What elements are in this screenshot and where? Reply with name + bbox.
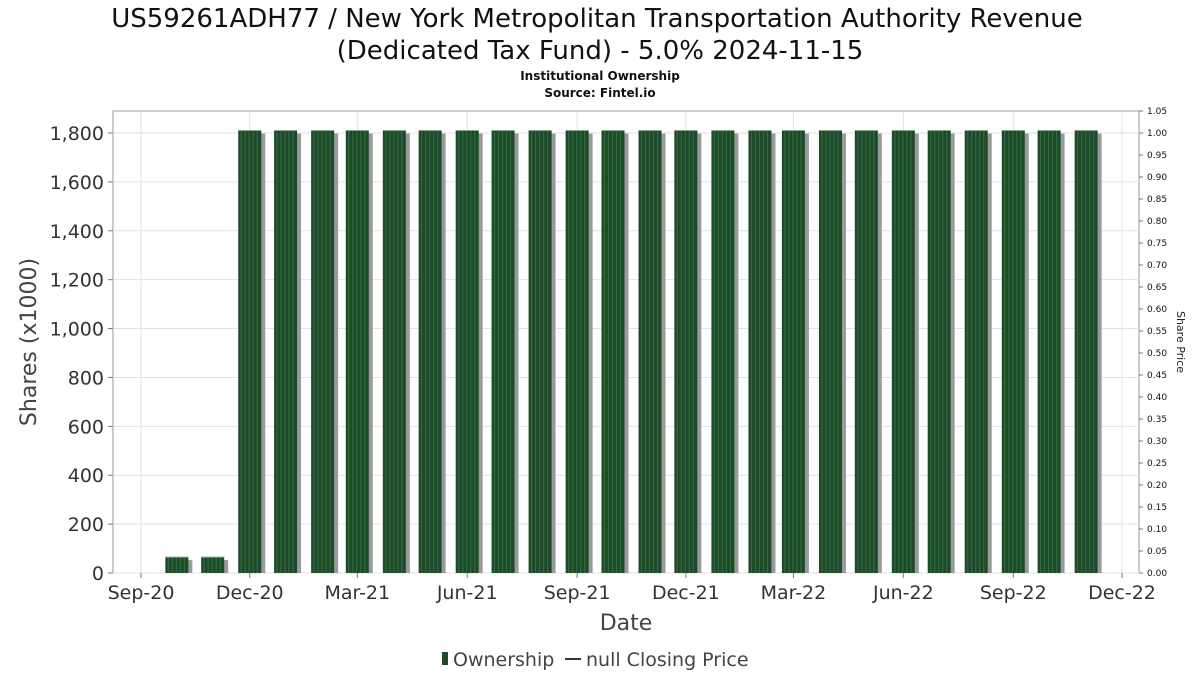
y-tick-label: 0	[92, 563, 104, 585]
y2-tick-label: 0.95	[1147, 151, 1167, 161]
legend-ownership-label: Ownership	[453, 649, 554, 671]
y2-tick-label: 0.25	[1147, 459, 1167, 469]
y2-axis-label: Share Price	[1174, 311, 1187, 373]
y2-tick-label: 0.85	[1147, 195, 1167, 205]
chart-title-line2: (Dedicated Tax Fund) - 5.0% 2024-11-15	[337, 36, 864, 66]
bars	[165, 130, 1102, 574]
y2-tick-label: 0.20	[1147, 481, 1167, 491]
x-axis: Sep-20 Dec-20 Mar-21 Jun-21 Sep-21 Dec-21 Mar-…	[108, 573, 1156, 604]
y2-tick-label: 0.65	[1147, 283, 1167, 293]
x-tick-label: Dec-21	[652, 582, 720, 604]
y2-tick-label: 1.05	[1147, 107, 1167, 117]
y2-tick-label: 0.40	[1147, 393, 1167, 403]
x-tick-label: Jun-21	[436, 582, 498, 604]
chart-subtitle: Institutional Ownership	[520, 69, 680, 83]
y2-tick-label: 0.00	[1147, 569, 1167, 579]
y2-tick-label: 0.60	[1147, 305, 1167, 315]
chart-source: Source: Fintel.io	[544, 86, 655, 100]
x-tick-label: Dec-20	[216, 582, 284, 604]
y-tick-label: 1,200	[50, 270, 104, 292]
y2-tick-label: 0.45	[1147, 371, 1167, 381]
y2-tick-label: 1.00	[1147, 129, 1167, 139]
x-tick-label: Jun-22	[872, 582, 934, 604]
y-tick-label: 400	[68, 465, 104, 487]
y2-tick-label: 0.05	[1147, 547, 1167, 557]
chart-title-line1: US59261ADH77 / New York Metropolitan Tra…	[111, 4, 1083, 34]
x-tick-label: Sep-22	[980, 582, 1047, 604]
y-tick-label: 1,800	[50, 123, 104, 145]
y2-tick-label: 0.30	[1147, 437, 1167, 447]
x-tick-label: Dec-22	[1088, 582, 1156, 604]
y-tick-label: 1,000	[50, 319, 104, 341]
y-tick-label: 1,400	[50, 221, 104, 243]
y2-tick-label: 0.55	[1147, 327, 1167, 337]
legend-ownership-swatch	[442, 652, 448, 665]
y-tick-label: 200	[68, 514, 104, 536]
y-tick-label: 800	[68, 367, 104, 389]
y-axis-label: Shares (x1000)	[17, 258, 42, 426]
y2-tick-label: 0.15	[1147, 503, 1167, 513]
y2-tick-label: 0.50	[1147, 349, 1167, 359]
y2-axis: 0.00 0.05 0.10 0.15 0.20 0.25 0.30 0.35 0.40 0.45…	[1139, 107, 1167, 579]
y2-tick-label: 0.35	[1147, 415, 1167, 425]
y2-tick-label: 0.75	[1147, 239, 1167, 249]
x-tick-label: Sep-20	[108, 582, 175, 604]
y2-tick-label: 0.80	[1147, 217, 1167, 227]
legend: Ownership null Closing Price	[442, 649, 749, 671]
y2-tick-label: 0.70	[1147, 261, 1167, 271]
y-tick-label: 600	[68, 416, 104, 438]
y-axis: 0 200 400 600 800 1,000 1,200 1,400 1,600 1,800	[50, 123, 113, 585]
x-tick-label: Mar-22	[761, 582, 827, 604]
x-tick-label: Sep-21	[544, 582, 611, 604]
y-tick-label: 1,600	[50, 172, 104, 194]
legend-price-label: null Closing Price	[586, 649, 749, 671]
y2-tick-label: 0.10	[1147, 525, 1167, 535]
y2-tick-label: 0.90	[1147, 173, 1167, 183]
x-axis-label: Date	[600, 611, 653, 636]
x-tick-label: Mar-21	[324, 582, 390, 604]
